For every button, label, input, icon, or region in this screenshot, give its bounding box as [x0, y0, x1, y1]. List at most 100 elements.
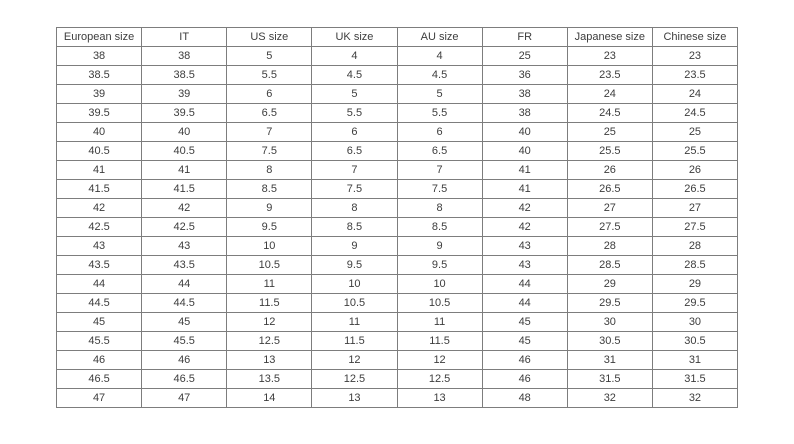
table-cell: 8 — [226, 160, 313, 180]
table-cell: 11 — [396, 312, 483, 332]
table-cell: 43.5 — [55, 255, 143, 275]
table-cell: 13.5 — [226, 369, 313, 389]
table-cell: 5.5 — [396, 103, 483, 123]
table-row: 43 43 10 9 9 43 28 28 — [55, 236, 739, 256]
table-cell: 23.5 — [651, 65, 739, 85]
table-cell: 40.5 — [55, 141, 143, 161]
table-cell: 10 — [396, 274, 483, 294]
column-header: Japanese size — [566, 27, 653, 47]
table-cell: 40.5 — [141, 141, 228, 161]
table-cell: 40 — [141, 122, 228, 142]
table-cell: 30.5 — [566, 331, 653, 351]
table-cell: 44 — [55, 274, 143, 294]
table-cell: 7.5 — [396, 179, 483, 199]
table-row: 40 40 7 6 6 40 25 25 — [55, 122, 739, 142]
table-cell: 9 — [311, 236, 398, 256]
table-cell: 4 — [311, 46, 398, 66]
table-cell: 6.5 — [226, 103, 313, 123]
table-cell: 10.5 — [396, 293, 483, 313]
table-cell: 40 — [55, 122, 143, 142]
table-cell: 26 — [651, 160, 739, 180]
table-row: 38 38 5 4 4 25 23 23 — [55, 46, 739, 66]
table-cell: 31.5 — [566, 369, 653, 389]
table-cell: 25.5 — [651, 141, 739, 161]
table-row: 42 42 9 8 8 42 27 27 — [55, 198, 739, 218]
table-cell: 24.5 — [566, 103, 653, 123]
table-cell: 31 — [566, 350, 653, 370]
table-cell: 39 — [55, 84, 143, 104]
table-cell: 44 — [141, 274, 228, 294]
table-cell: 40 — [481, 122, 568, 142]
table-row: 42.5 42.5 9.5 8.5 8.5 42 27.5 27.5 — [55, 217, 739, 237]
table-cell: 26.5 — [566, 179, 653, 199]
table-row: 45 45 12 11 11 45 30 30 — [55, 312, 739, 332]
table-cell: 13 — [311, 388, 398, 408]
table-cell: 39 — [141, 84, 228, 104]
table-row: 39 39 6 5 5 38 24 24 — [55, 84, 739, 104]
table-cell: 9 — [226, 198, 313, 218]
table-cell: 27.5 — [566, 217, 653, 237]
table-row: 46 46 13 12 12 46 31 31 — [55, 350, 739, 370]
table-cell: 47 — [141, 388, 228, 408]
table-row: 41.5 41.5 8.5 7.5 7.5 41 26.5 26.5 — [55, 179, 739, 199]
table-cell: 29.5 — [566, 293, 653, 313]
table-cell: 38.5 — [141, 65, 228, 85]
table-cell: 11 — [226, 274, 313, 294]
table-cell: 24.5 — [651, 103, 739, 123]
table-cell: 28 — [566, 236, 653, 256]
table-cell: 41.5 — [55, 179, 143, 199]
table-cell: 27 — [566, 198, 653, 218]
table-cell: 29 — [651, 274, 739, 294]
table-cell: 38 — [141, 46, 228, 66]
table-cell: 25 — [651, 122, 739, 142]
table-cell: 43.5 — [141, 255, 228, 275]
table-cell: 39.5 — [55, 103, 143, 123]
table-cell: 31.5 — [651, 369, 739, 389]
table-cell: 6.5 — [311, 141, 398, 161]
table-cell: 13 — [396, 388, 483, 408]
table-cell: 46 — [481, 369, 568, 389]
table-cell: 43 — [481, 236, 568, 256]
column-header: AU size — [396, 27, 483, 47]
table-cell: 10.5 — [311, 293, 398, 313]
table-cell: 36 — [481, 65, 568, 85]
table-cell: 7 — [226, 122, 313, 142]
table-row: 40.5 40.5 7.5 6.5 6.5 40 25.5 25.5 — [55, 141, 739, 161]
table-cell: 11.5 — [226, 293, 313, 313]
table-cell: 38 — [55, 46, 143, 66]
table-cell: 31 — [651, 350, 739, 370]
table-row: 46.5 46.5 13.5 12.5 12.5 46 31.5 31.5 — [55, 369, 739, 389]
table-cell: 42 — [141, 198, 228, 218]
table-cell: 46 — [55, 350, 143, 370]
table-cell: 10 — [226, 236, 313, 256]
table-row: 41 41 8 7 7 41 26 26 — [55, 160, 739, 180]
table-cell: 23 — [566, 46, 653, 66]
table-cell: 42.5 — [55, 217, 143, 237]
table-cell: 26.5 — [651, 179, 739, 199]
table-cell: 11.5 — [311, 331, 398, 351]
table-row: 47 47 14 13 13 48 32 32 — [55, 388, 739, 408]
table-cell: 48 — [481, 388, 568, 408]
table-cell: 4.5 — [311, 65, 398, 85]
table-cell: 32 — [651, 388, 739, 408]
table-cell: 23.5 — [566, 65, 653, 85]
table-cell: 40 — [481, 141, 568, 161]
column-header: Chinese size — [651, 27, 739, 47]
table-cell: 47 — [55, 388, 143, 408]
table-cell: 9.5 — [311, 255, 398, 275]
table-cell: 12 — [311, 350, 398, 370]
table-cell: 45 — [481, 331, 568, 351]
table-cell: 46.5 — [141, 369, 228, 389]
table-row: 44 44 11 10 10 44 29 29 — [55, 274, 739, 294]
table-cell: 28.5 — [651, 255, 739, 275]
table-cell: 12.5 — [396, 369, 483, 389]
table-row: 39.5 39.5 6.5 5.5 5.5 38 24.5 24.5 — [55, 103, 739, 123]
table-cell: 45.5 — [55, 331, 143, 351]
table-cell: 9 — [396, 236, 483, 256]
table-cell: 14 — [226, 388, 313, 408]
table-cell: 10.5 — [226, 255, 313, 275]
table-cell: 8.5 — [226, 179, 313, 199]
table-cell: 7 — [396, 160, 483, 180]
table-cell: 43 — [141, 236, 228, 256]
table-row: 38.5 38.5 5.5 4.5 4.5 36 23.5 23.5 — [55, 65, 739, 85]
